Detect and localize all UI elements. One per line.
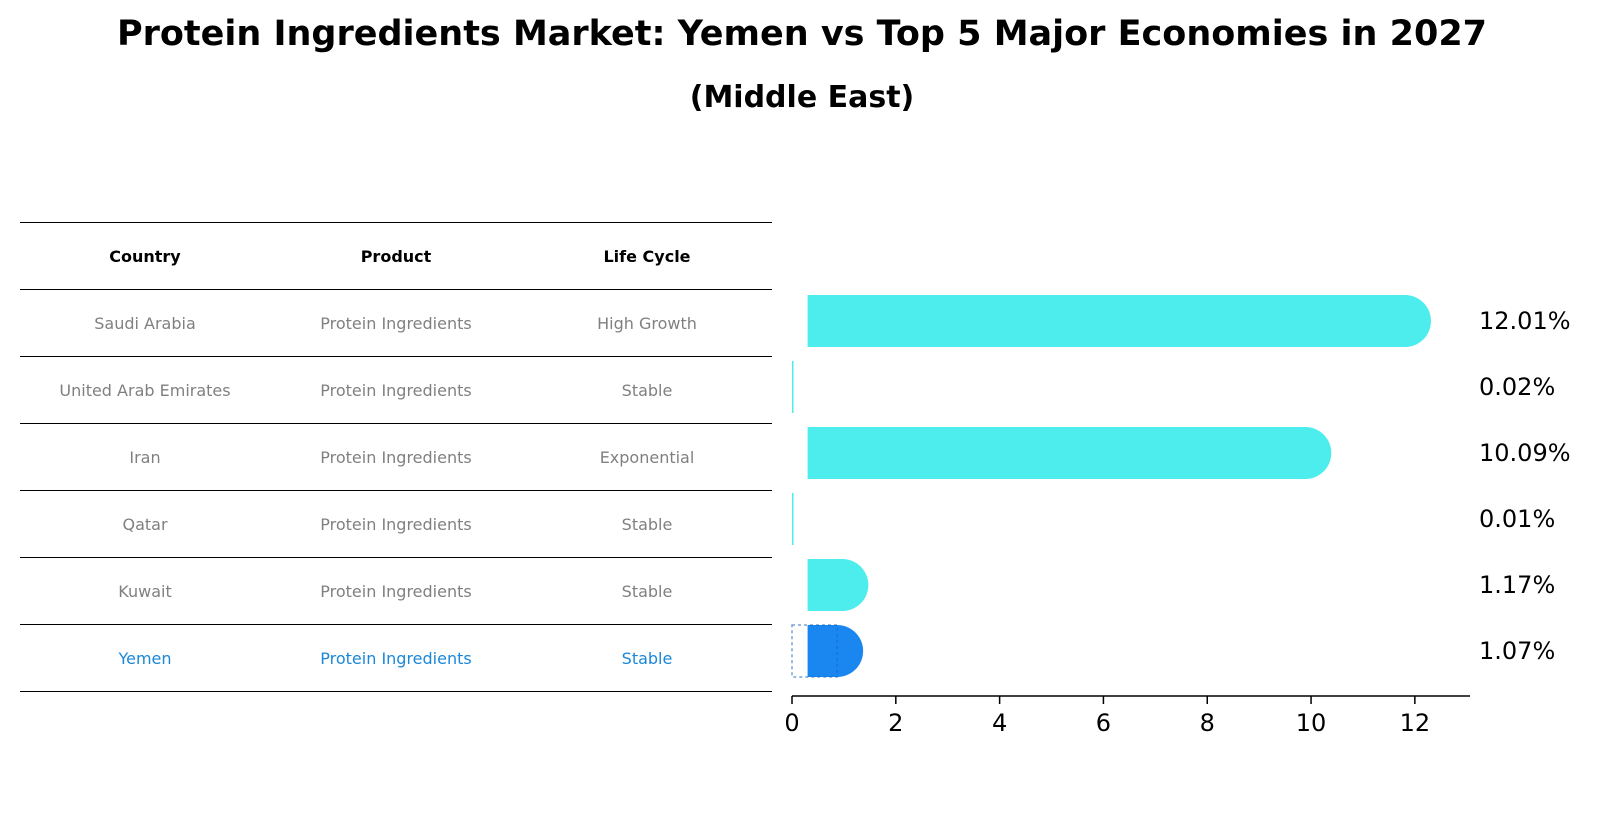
chart-subtitle: (Middle East)	[689, 80, 915, 115]
bar-value-label: 0.01%	[1479, 505, 1555, 533]
chart-title: Protein Ingredients Market: Yemen vs Top…	[116, 14, 1488, 54]
cell-country: Iran	[20, 423, 270, 491]
header-country: Country	[20, 222, 270, 290]
table-row: Saudi Arabia Protein Ingredients High Gr…	[20, 289, 772, 357]
table-row: Qatar Protein Ingredients Stable	[20, 490, 772, 558]
cell-country: Saudi Arabia	[20, 289, 270, 357]
cell-country: Kuwait	[20, 557, 270, 625]
table-row: United Arab Emirates Protein Ingredients…	[20, 356, 772, 424]
cell-country: Yemen	[20, 624, 270, 692]
bar	[792, 493, 794, 545]
bar-value-label: 1.17%	[1479, 571, 1555, 599]
x-tick-label: 12	[1400, 709, 1431, 737]
cell-country: Qatar	[20, 490, 270, 558]
bar-value-label: 0.02%	[1479, 373, 1555, 401]
table-row: Kuwait Protein Ingredients Stable	[20, 557, 772, 625]
cell-product: Protein Ingredients	[270, 624, 522, 692]
bar-value-label: 12.01%	[1479, 307, 1571, 335]
cell-life-cycle: Stable	[522, 356, 772, 424]
header-product: Product	[270, 222, 522, 290]
cell-life-cycle: Exponential	[522, 423, 772, 491]
x-tick-label: 4	[992, 709, 1007, 737]
x-tick-label: 2	[888, 709, 903, 737]
x-tick-label: 0	[784, 709, 799, 737]
bar-value-label: 1.07%	[1479, 637, 1555, 665]
cell-life-cycle: High Growth	[522, 289, 772, 357]
cell-product: Protein Ingredients	[270, 423, 522, 491]
x-tick-label: 6	[1096, 709, 1111, 737]
cell-life-cycle: Stable	[522, 624, 772, 692]
bar	[792, 361, 794, 413]
cell-country: United Arab Emirates	[20, 356, 270, 424]
bar-highlight	[807, 625, 864, 677]
header-life-cycle: Life Cycle	[522, 222, 772, 290]
cell-product: Protein Ingredients	[270, 289, 522, 357]
cell-life-cycle: Stable	[522, 557, 772, 625]
bar	[807, 427, 1332, 479]
country-table: Country Product Life Cycle Saudi Arabia …	[20, 222, 772, 692]
cell-life-cycle: Stable	[522, 490, 772, 558]
bar-value-label: 10.09%	[1479, 439, 1571, 467]
bar	[807, 295, 1431, 347]
x-tick-label: 10	[1296, 709, 1327, 737]
cell-product: Protein Ingredients	[270, 356, 522, 424]
table-row-highlight: Yemen Protein Ingredients Stable	[20, 624, 772, 692]
bar	[807, 559, 869, 611]
x-tick-label: 8	[1200, 709, 1215, 737]
table-row: Iran Protein Ingredients Exponential	[20, 423, 772, 491]
bar-highlight-outline	[791, 624, 838, 678]
cell-product: Protein Ingredients	[270, 490, 522, 558]
table-header-row: Country Product Life Cycle	[20, 222, 772, 290]
